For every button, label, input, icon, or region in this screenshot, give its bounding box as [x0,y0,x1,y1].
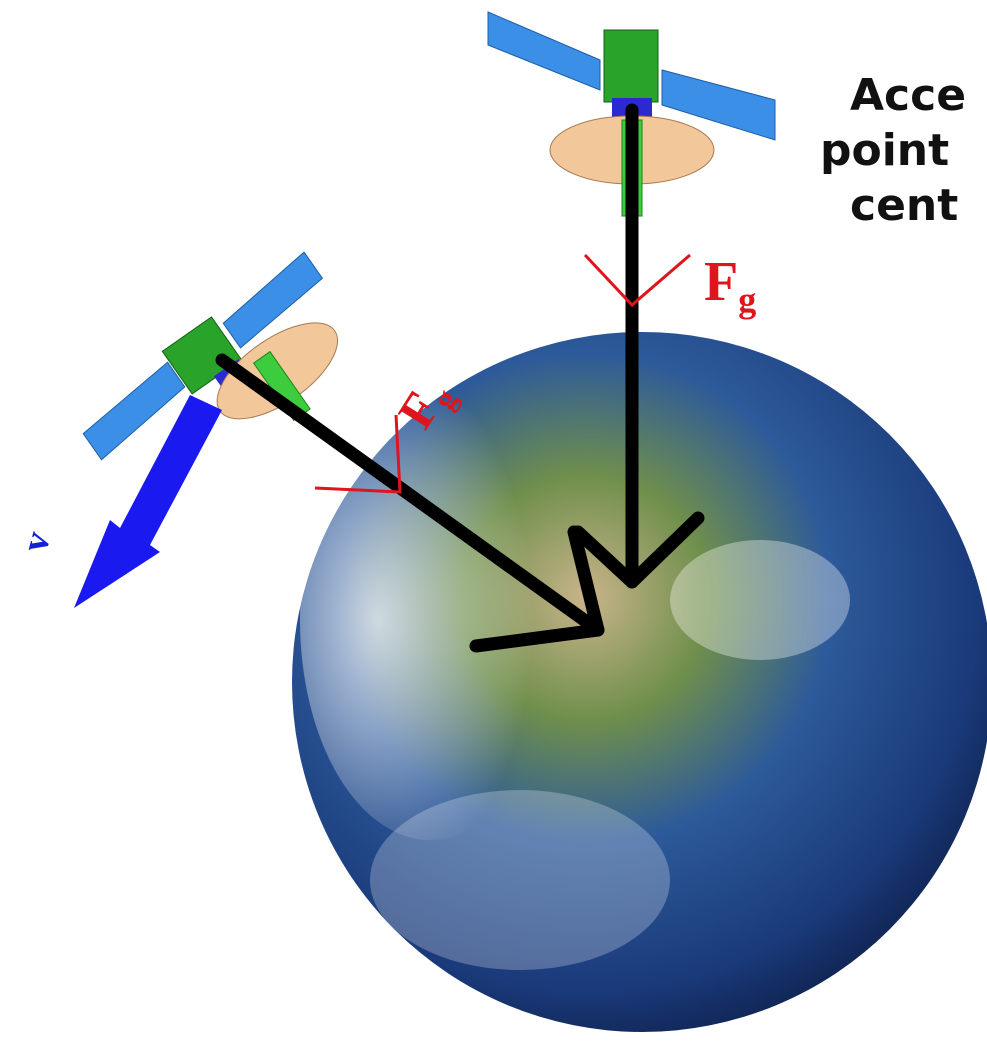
force-arrows [215,103,705,653]
clouds [670,540,850,660]
satellite-left [82,251,339,461]
clouds [300,400,560,840]
caption-line: cent [850,180,958,231]
clouds [370,790,670,970]
caption-line: Acce [850,70,966,121]
caption-line: point [820,125,949,176]
velocity-arrow [74,395,222,608]
angle-marks [314,253,691,494]
force-label-top: Fg [704,251,756,320]
velocity-label: v [14,527,59,556]
